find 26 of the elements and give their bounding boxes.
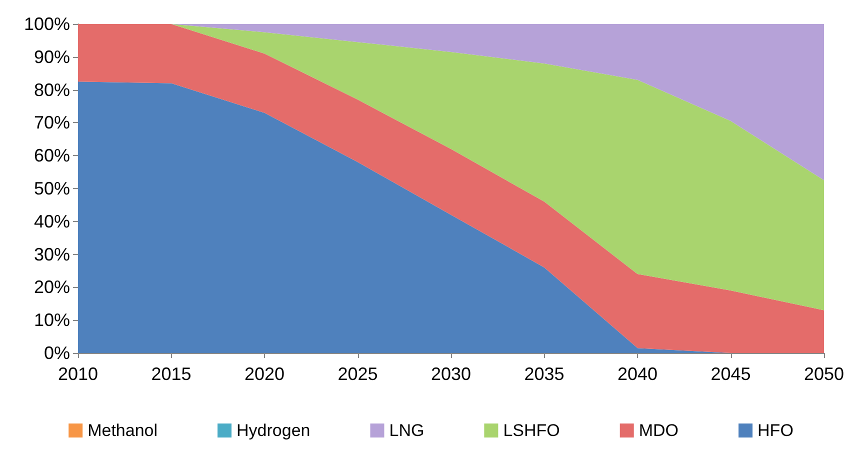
y-tick-label: 90% bbox=[34, 46, 70, 67]
y-tick-label: 60% bbox=[34, 146, 70, 166]
y-tick-label: 80% bbox=[34, 80, 70, 100]
y-tick-label: 30% bbox=[34, 244, 70, 264]
y-tick-label: 40% bbox=[34, 211, 70, 232]
legend-label: LNG bbox=[389, 421, 424, 440]
x-tick-label: 2025 bbox=[338, 364, 378, 384]
x-tick-label: 2045 bbox=[710, 364, 751, 384]
y-tick-label: 50% bbox=[34, 178, 70, 198]
x-tick-label: 2035 bbox=[524, 364, 564, 384]
y-tick-label: 20% bbox=[34, 277, 70, 298]
legend-label: MDO bbox=[638, 421, 679, 440]
x-tick-label: 2050 bbox=[804, 364, 844, 384]
y-tick-label: 100% bbox=[24, 14, 70, 34]
x-tick-label: 2010 bbox=[58, 364, 98, 384]
x-tick-label: 2030 bbox=[430, 364, 472, 384]
y-tick-label: 10% bbox=[34, 310, 70, 330]
x-tick-label: 2020 bbox=[244, 364, 285, 384]
legend-label: Methanol bbox=[88, 421, 158, 440]
y-tick-label: 0% bbox=[44, 343, 70, 363]
y-tick-label: 70% bbox=[34, 112, 70, 133]
x-tick-label: 2040 bbox=[617, 364, 658, 384]
legend-label: Hydrogen bbox=[236, 421, 310, 440]
x-tick-label: 2015 bbox=[151, 364, 192, 384]
legend-label: LSHFO bbox=[503, 421, 560, 440]
legend-label: HFO bbox=[758, 421, 794, 440]
